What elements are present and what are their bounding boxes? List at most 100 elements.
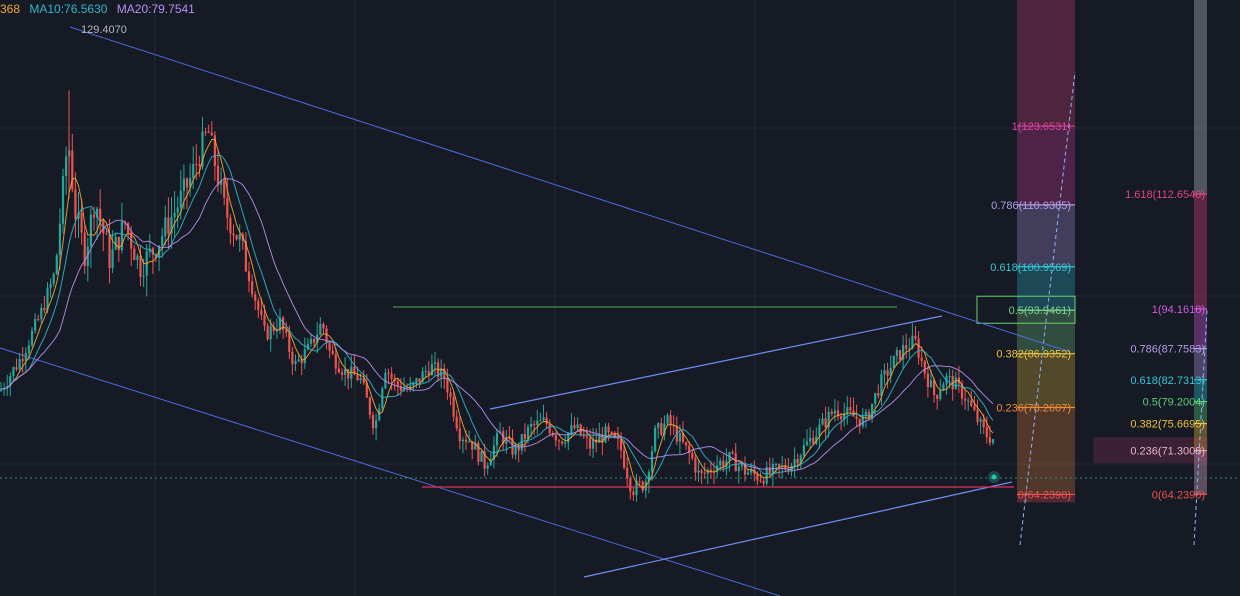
candle-body-308 [954, 377, 957, 390]
candle-body-183 [567, 433, 570, 443]
candle-body-233 [722, 460, 725, 467]
candle-body-69 [213, 135, 216, 166]
candle-body-259 [802, 445, 805, 456]
candle-body-181 [561, 441, 564, 444]
candle-body-273 [846, 407, 849, 414]
candle-body-43 [133, 248, 136, 261]
candle-body-111 [344, 369, 347, 375]
ma20-line [0, 178, 994, 471]
candle-body-221 [685, 441, 688, 446]
candle-body-6 [18, 359, 21, 370]
fib-b-band-0.382 [1194, 423, 1207, 451]
candle-body-252 [781, 465, 784, 467]
candle-body-167 [517, 446, 520, 451]
candle-body-304 [942, 384, 945, 391]
candle-body-65 [201, 131, 204, 167]
fib-a-band-0.382 [1017, 353, 1075, 408]
candle-body-85 [263, 315, 266, 326]
candle-body-124 [384, 372, 387, 389]
candle-body-171 [530, 423, 533, 427]
fib-a-labels: 1(123.6531) 0.786(110.9385) 0.618(100.9569… [990, 121, 1071, 501]
candle-body-17 [52, 273, 55, 284]
candle-body-210 [650, 451, 654, 473]
candle-body-269 [833, 410, 836, 414]
candle-body-234 [725, 460, 728, 467]
candle-body-241 [747, 472, 750, 475]
candle-body-222 [688, 445, 691, 454]
fib-b-band-0.786 [1194, 348, 1207, 380]
trend-drawings[interactable] [0, 26, 1240, 596]
fib-a-band-0.236 [1017, 407, 1075, 495]
fib-retracement-a[interactable] [976, 0, 1076, 546]
candle-body-136 [421, 371, 424, 383]
candle-body-11 [34, 318, 37, 331]
candle-body-226 [700, 470, 703, 473]
candle-body-137 [424, 371, 427, 373]
candle-body-242 [750, 469, 753, 473]
candle-body-264 [818, 424, 821, 437]
candle-body-105 [325, 328, 328, 343]
candle-body-270 [836, 410, 840, 417]
candle-body-10 [30, 330, 34, 346]
candle-body-95 [294, 361, 297, 365]
candle-body-15 [46, 288, 49, 311]
candle-body-314 [973, 405, 976, 410]
candle-body-169 [523, 434, 526, 440]
fib-b-label-0.618: 0.618(82.7313) [1130, 375, 1205, 387]
fib-a-band-0.786 [1017, 204, 1075, 267]
candle-body-170 [526, 426, 530, 440]
candle-body-0 [0, 389, 3, 391]
fib-b-label-0.236: 0.236(71.3008) [1130, 446, 1205, 458]
candle-body-8 [24, 353, 27, 361]
ma10-line [0, 154, 994, 480]
ma5-line [0, 138, 994, 489]
fib-a-label-0: 0(64.2390) [1018, 489, 1071, 501]
candle-body-281 [871, 403, 874, 419]
candle-body-36 [111, 249, 114, 268]
candle-body-152 [471, 441, 474, 450]
candle-body-108 [334, 354, 337, 369]
candle-body-9 [27, 345, 30, 354]
candle-body-135 [418, 378, 421, 383]
candle-body-174 [539, 420, 542, 422]
candle-body-107 [331, 350, 334, 355]
candle-body-182 [564, 442, 567, 444]
candle-body-298 [923, 360, 926, 374]
candle-body-29 [89, 214, 92, 247]
candle-body-220 [681, 433, 685, 442]
fib-b-label-1: 1(94.1618) [1152, 304, 1205, 316]
candle-body-74 [229, 217, 232, 234]
candle-body-42 [130, 232, 133, 249]
candle-body-77 [238, 234, 241, 240]
candle-body-56 [173, 212, 176, 218]
candle-body-59 [182, 178, 185, 191]
candle-body-223 [691, 453, 694, 459]
candle-body-297 [920, 357, 923, 361]
candle-body-88 [272, 326, 275, 332]
candle-body-307 [951, 375, 954, 390]
candle-body-301 [933, 380, 936, 396]
candle-body-156 [483, 451, 486, 469]
candle-body-295 [914, 335, 917, 339]
candle-body-258 [799, 455, 802, 464]
candle-body-280 [867, 411, 871, 419]
fib-a-band-0.5 [1017, 310, 1075, 354]
candle-body-52 [161, 236, 164, 246]
candle-body-194 [601, 435, 604, 443]
candle-body-32 [99, 208, 102, 222]
candle-body-130 [402, 388, 406, 391]
candle-body-266 [824, 418, 827, 428]
candle-body-46 [142, 275, 145, 277]
candle-body-319 [988, 437, 991, 443]
candle-body-139 [430, 364, 433, 375]
candle-body-147 [455, 416, 458, 429]
candle-body-244 [756, 474, 759, 481]
candle-body-205 [635, 481, 638, 496]
candle-body-213 [660, 423, 663, 435]
candle-body-272 [843, 413, 846, 420]
fib-b-labels: 1.618(112.6540) 1(94.1618) 0.786(87.7583) 0… [1125, 189, 1205, 501]
candle-body-145 [449, 392, 452, 398]
fib-extension-b[interactable] [1093, 0, 1208, 546]
candle-body-144 [446, 378, 449, 393]
